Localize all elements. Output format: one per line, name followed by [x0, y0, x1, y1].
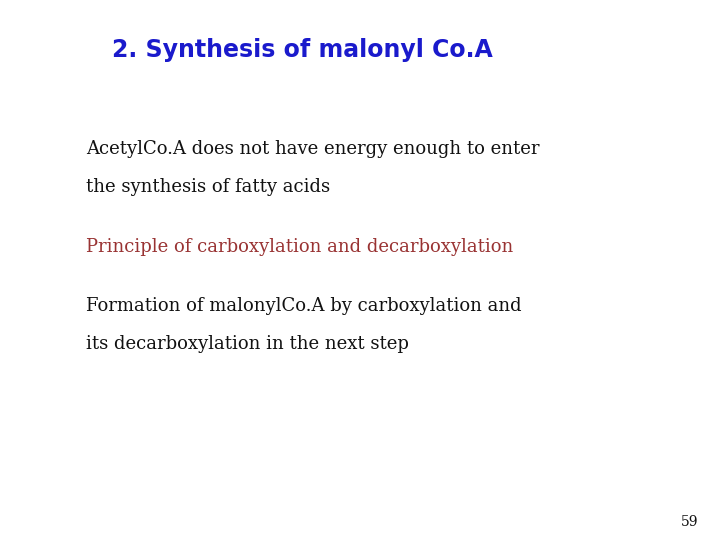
Text: 59: 59 [681, 515, 698, 529]
Text: Formation of malonylCo.A by carboxylation and: Formation of malonylCo.A by carboxylatio… [86, 297, 522, 315]
Text: its decarboxylation in the next step: its decarboxylation in the next step [86, 335, 409, 353]
Text: Principle of carboxylation and decarboxylation: Principle of carboxylation and decarboxy… [86, 238, 513, 255]
Text: 2. Synthesis of malonyl Co.A: 2. Synthesis of malonyl Co.A [112, 38, 492, 62]
Text: AcetylCo.A does not have energy enough to enter: AcetylCo.A does not have energy enough t… [86, 140, 540, 158]
Text: the synthesis of fatty acids: the synthesis of fatty acids [86, 178, 330, 196]
